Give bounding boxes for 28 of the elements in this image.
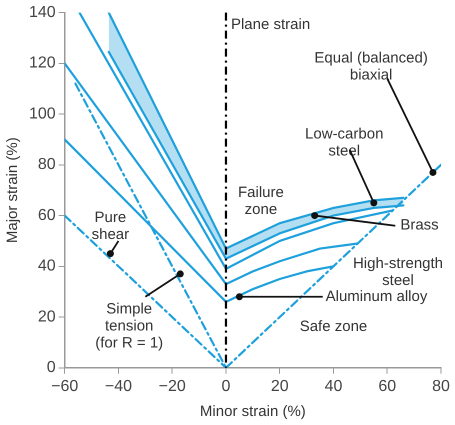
annotation: Equal (balanced) biaxial <box>314 49 428 84</box>
annotation: Low-carbon steel <box>305 125 384 160</box>
x-tick-label: 0 <box>222 378 231 395</box>
y-tick-label: 20 <box>38 308 56 326</box>
y-tick-label: 80 <box>38 156 56 174</box>
x-tick-label: −40 <box>104 378 132 395</box>
y-tick-label: 60 <box>38 206 56 224</box>
x-axis-title: Minor strain (%) <box>200 403 306 420</box>
annotation: Brass <box>400 216 439 234</box>
ref-line-label: Plane strain <box>230 16 310 34</box>
annotation: High-strength steel <box>352 254 444 289</box>
x-tick-label: 20 <box>270 378 289 395</box>
x-tick-label: −20 <box>158 378 186 395</box>
annotation: Failure zone <box>238 184 284 218</box>
annotation: Simple tension (for R = 1) <box>95 300 164 352</box>
x-tick-label: 60 <box>378 378 396 395</box>
y-tick-label: 40 <box>38 258 56 275</box>
x-tick-label: 40 <box>324 378 342 395</box>
y-tick-label: 120 <box>28 54 56 72</box>
y-tick-label: 140 <box>28 4 56 22</box>
annotation: Pure shear <box>92 209 130 244</box>
y-tick-label: 100 <box>28 105 56 122</box>
annotation: Safe zone <box>300 318 368 336</box>
x-tick-label: 80 <box>432 378 450 395</box>
annotation: Aluminum alloy <box>326 288 428 305</box>
y-tick-label: 0 <box>46 359 56 376</box>
x-tick-label: −60 <box>51 378 78 395</box>
y-axis-title: Major strain (%) <box>4 137 22 244</box>
